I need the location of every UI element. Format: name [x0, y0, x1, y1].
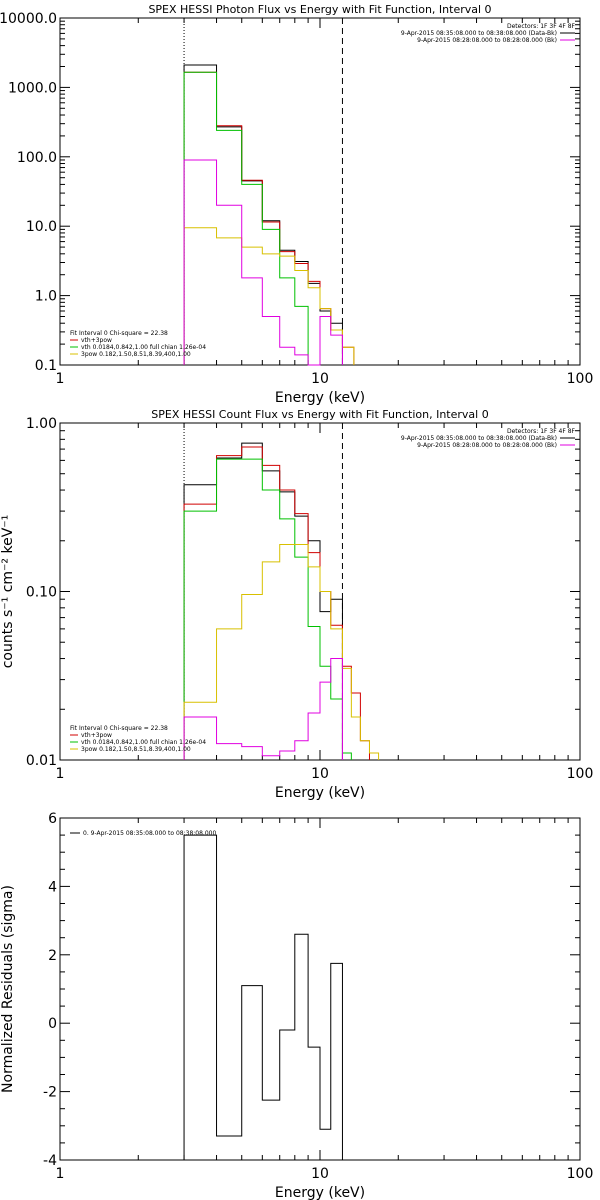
x-tick-label: 1: [56, 371, 65, 387]
series-line-1: [183, 442, 343, 760]
x-axis-label: Energy (keV): [275, 785, 365, 801]
y-tick-label: 2: [48, 948, 57, 964]
legend-entry-label: vth+3pow: [81, 337, 112, 344]
chart-panel-1: SPEX HESSI Photon Flux vs Energy with Fi…: [0, 3, 593, 406]
series-line-3: [183, 71, 320, 366]
x-tick-label: 100: [567, 1166, 594, 1182]
y-tick-label: 1.0: [35, 289, 57, 305]
x-tick-label: 1: [56, 1166, 65, 1182]
legend-entry-label: 3pow 0.182,1.50,8.51,8.39,400,1.00: [81, 746, 191, 753]
plot-frame: [59, 17, 581, 366]
x-tick-label: 10: [311, 1166, 329, 1182]
series-line-2: [183, 71, 355, 365]
legend-entry-label: 0. 9-Apr-2015 08:35:08.000 to 08:38:08.0…: [83, 830, 216, 837]
x-tick-label: 10: [311, 766, 329, 782]
y-tick-label: -4: [43, 1153, 57, 1169]
x-axis-label: Energy (keV): [275, 390, 365, 406]
x-tick-label: 10: [311, 371, 329, 387]
y-tick-label: 0.1: [35, 358, 57, 374]
y-tick-label: 6: [48, 811, 57, 827]
y-tick-label: 0.10: [26, 585, 57, 601]
series-line-2: [183, 446, 370, 760]
legend-detectors: Detectors: 1F 3F 4F 8F: [507, 23, 576, 30]
chart-panel-3: 1 10 100 -4 -2 0 2 4 6 Energy (keV) Normalized Res…: [0, 811, 593, 1200]
series-line-1: [183, 64, 343, 365]
series-line-5: [183, 159, 343, 366]
legend-entry-label: 3pow 0.182,1.50,8.51,8.39,400,1.00: [81, 351, 191, 358]
legend-entry-label: vth+3pow: [81, 732, 112, 739]
legend-entry-label: 9-Apr-2015 08:35:08.000 to 08:38:08.000 …: [401, 30, 557, 37]
series-line-3: [183, 458, 352, 760]
y-tick-label: 0.01: [26, 753, 57, 769]
legend-entry-label: vth 0.0184,0.842,1.00 full chian 1.26e-0…: [81, 344, 206, 351]
y-tick-label: 4: [48, 879, 57, 895]
y-axis-label: counts s⁻¹ cm⁻² keV⁻¹: [0, 515, 16, 669]
x-axis-label: Energy (keV): [275, 1185, 365, 1200]
legend-detectors: Detectors: 1F 3F 4F 8F: [507, 428, 576, 435]
y-tick-label: 1.00: [26, 416, 57, 432]
chart-panel-2: SPEX HESSI Count Flux vs Energy with Fit…: [0, 408, 593, 801]
legend-header: Fit Interval 0 Chi-square = 22.38: [70, 330, 168, 337]
chart-title: SPEX HESSI Count Flux vs Energy with Fit…: [151, 408, 488, 421]
y-tick-label: 0: [48, 1016, 57, 1032]
legend-entry-label: vth 0.0184,0.842,1.00 full chian 1.26e-0…: [81, 739, 206, 746]
y-tick-label: 1000.0: [8, 80, 57, 96]
y-tick-label: 100.0: [17, 150, 57, 166]
y-tick-label: 10.0: [26, 219, 57, 235]
x-tick-label: 100: [567, 766, 594, 782]
series-line-1: [183, 834, 343, 1160]
chart-title: SPEX HESSI Photon Flux vs Energy with Fi…: [148, 3, 491, 16]
series-line-4: [183, 544, 380, 760]
series-line-4: [183, 227, 355, 365]
y-tick-label: -2: [43, 1085, 57, 1101]
x-tick-label: 100: [567, 371, 594, 387]
legend-entry-label: 9-Apr-2015 08:28:08.000 to 08:28:08.000 …: [417, 442, 557, 449]
y-axis-label: Normalized Residuals (sigma): [0, 885, 16, 1093]
x-tick-label: 1: [56, 766, 65, 782]
legend-entry-label: 9-Apr-2015 08:28:08.000 to 08:28:08.000 …: [417, 37, 557, 44]
series-line-5: [183, 658, 343, 760]
legend-entry-label: 9-Apr-2015 08:35:08.000 to 08:38:08.000 …: [401, 435, 557, 442]
legend-header: Fit Interval 0 Chi-square = 22.38: [70, 725, 168, 732]
y-tick-label: 10000.0: [0, 11, 57, 27]
